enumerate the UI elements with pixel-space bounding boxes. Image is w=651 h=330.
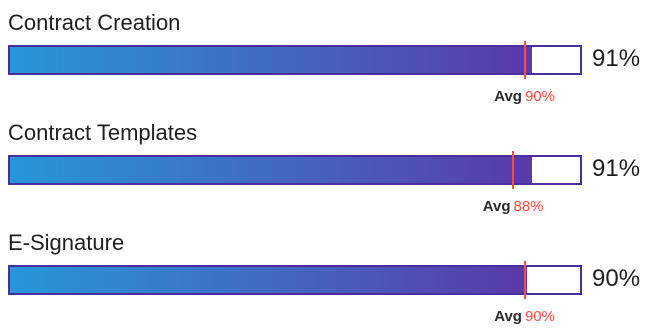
- value-label: 91%: [592, 155, 641, 182]
- average-caption: Avg 90%: [494, 308, 555, 326]
- average-marker: [523, 41, 526, 79]
- average-word: Avg: [494, 88, 522, 105]
- average-value: 90%: [524, 308, 555, 325]
- value-label: 91%: [592, 45, 641, 72]
- average-caption: Avg 90%: [494, 88, 555, 106]
- bar-fill: [10, 267, 527, 293]
- average-caption: Avg 88%: [483, 198, 544, 216]
- bar-track: [8, 45, 582, 75]
- bar-track: [8, 265, 582, 295]
- average-marker: [523, 261, 526, 299]
- average-word: Avg: [482, 198, 511, 215]
- average-marker: [512, 151, 515, 189]
- bar-fill: [10, 157, 533, 183]
- metric-row: Contract Templates 91% Avg 88%: [8, 120, 648, 220]
- value-label: 90%: [592, 265, 641, 292]
- bar-track: [8, 155, 582, 185]
- average-value: 90%: [524, 88, 555, 105]
- metric-label: Contract Creation: [8, 10, 181, 35]
- average-word: Avg: [494, 308, 522, 325]
- metric-row: Contract Creation 91% Avg 90%: [8, 10, 648, 110]
- metric-label: Contract Templates: [8, 120, 198, 145]
- metric-label: E-Signature: [8, 230, 125, 255]
- average-value: 88%: [513, 198, 544, 215]
- metric-row: E-Signature 90% Avg 90%: [8, 230, 648, 330]
- bar-fill: [10, 47, 533, 73]
